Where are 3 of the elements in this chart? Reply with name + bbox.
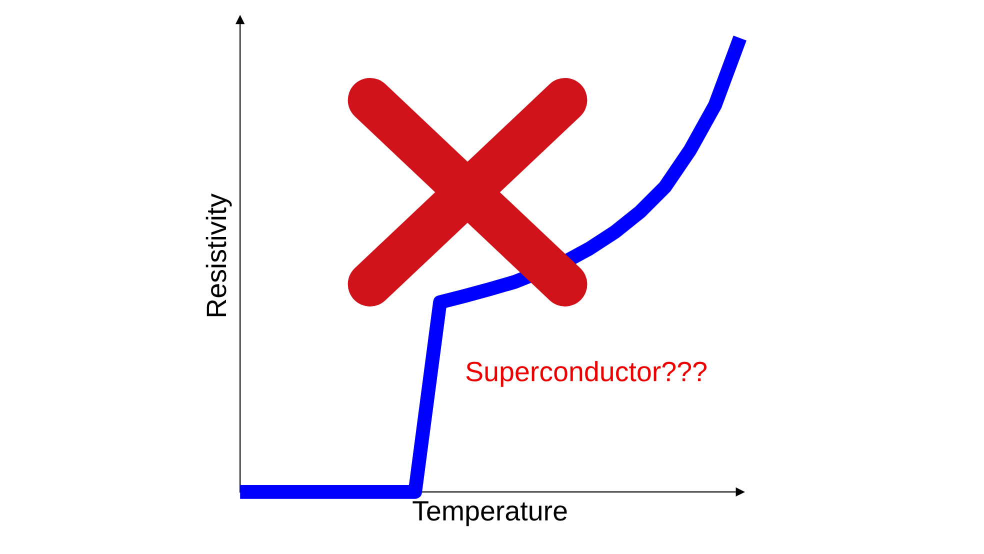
y-axis-title: Resistivity [206,193,232,316]
x-axis-title: Temperature [412,501,567,526]
annotation: Superconductor??? [466,361,706,387]
